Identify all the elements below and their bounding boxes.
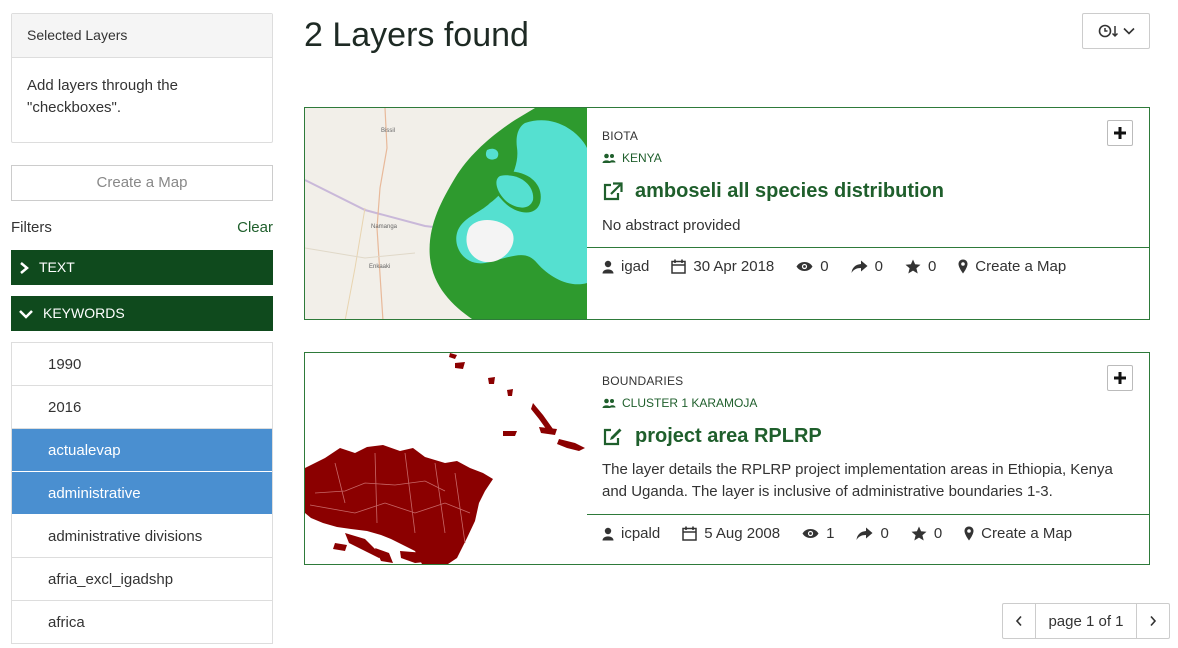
keywords-list: 1990 2016 actualevap administrative admi… xyxy=(11,342,273,644)
create-map-link[interactable]: Create a Map xyxy=(958,258,1066,275)
views-count: 1 xyxy=(826,525,835,542)
users-icon xyxy=(602,398,616,408)
edit-icon xyxy=(603,428,622,445)
layer-group-label: CLUSTER 1 KARAMOJA xyxy=(622,396,758,410)
share-icon xyxy=(856,527,873,540)
layer-thumbnail[interactable] xyxy=(305,353,587,564)
shares-info: 0 xyxy=(851,258,883,275)
keyword-item-administrative[interactable]: administrative xyxy=(12,472,272,515)
layer-thumbnail[interactable]: Bissil Namanga Enkaaki xyxy=(305,108,587,319)
layer-date: 30 Apr 2018 xyxy=(693,258,775,275)
layer-card: Bissil Namanga Enkaaki BIOTA KENYA ambos… xyxy=(304,107,1150,320)
layer-abstract: No abstract provided xyxy=(602,217,741,234)
chevron-left-icon xyxy=(1015,615,1022,627)
layer-title-link[interactable]: project area RPLRP xyxy=(602,425,822,448)
layer-meta: igad 30 Apr 2018 0 0 0 Create a Map xyxy=(602,258,1088,275)
rating-info: 0 xyxy=(911,525,942,542)
layer-group[interactable]: KENYA xyxy=(602,151,662,165)
layer-group[interactable]: CLUSTER 1 KARAMOJA xyxy=(602,396,757,410)
chevron-right-icon xyxy=(1150,615,1157,627)
keyword-item-1990[interactable]: 1990 xyxy=(12,343,272,386)
owner-info[interactable]: icpald xyxy=(602,525,660,542)
layer-category: BOUNDARIES xyxy=(602,374,684,388)
shares-count: 0 xyxy=(874,258,883,275)
layer-title: project area RPLRP xyxy=(635,425,822,447)
star-icon xyxy=(911,526,927,541)
keyword-item-actualevap[interactable]: actualevap xyxy=(12,429,272,472)
next-page-button[interactable] xyxy=(1137,604,1169,638)
add-layer-button[interactable] xyxy=(1107,120,1133,146)
facet-keywords-label: KEYWORDS xyxy=(43,305,125,321)
shares-count: 0 xyxy=(880,525,889,542)
page-title: 2 Layers found xyxy=(304,16,529,54)
add-layer-button[interactable] xyxy=(1107,365,1133,391)
plus-icon xyxy=(1114,127,1126,139)
rating-count: 0 xyxy=(927,258,937,275)
map-label-bissil: Bissil xyxy=(381,128,395,134)
date-info: 5 Aug 2008 xyxy=(682,525,780,542)
layer-date: 5 Aug 2008 xyxy=(704,525,781,542)
rating-count: 0 xyxy=(933,525,943,542)
plus-icon xyxy=(1114,372,1126,384)
map-label-enkaaki: Enkaaki xyxy=(369,264,390,270)
selected-layers-hint: Add layers through the "checkboxes". xyxy=(27,77,178,116)
filters-label: Filters xyxy=(11,219,52,236)
external-link-icon xyxy=(603,181,623,200)
eye-icon xyxy=(802,529,819,538)
chevron-right-icon xyxy=(20,261,29,274)
owner-info[interactable]: igad xyxy=(602,258,649,275)
map-marker-icon xyxy=(964,526,974,541)
keyword-item-afria-excl-igadshp[interactable]: afria_excl_igadshp xyxy=(12,558,272,601)
create-map-label: Create a Map xyxy=(975,258,1067,275)
shares-info: 0 xyxy=(856,525,889,542)
facet-keywords-toggle[interactable]: KEYWORDS xyxy=(11,296,273,331)
users-icon xyxy=(602,153,616,163)
layer-group-label: KENYA xyxy=(622,151,662,165)
layer-title-link[interactable]: amboseli all species distribution xyxy=(602,180,944,203)
layer-title: amboseli all species distribution xyxy=(635,180,944,202)
user-icon xyxy=(602,260,614,273)
page-indicator: page 1 of 1 xyxy=(1035,604,1137,638)
map-label-namanga: Namanga xyxy=(371,224,398,230)
selected-layers-panel: Selected Layers Add layers through the "… xyxy=(11,13,273,143)
card-divider xyxy=(587,514,1149,515)
create-map-link[interactable]: Create a Map xyxy=(964,525,1072,542)
clock-sort-icon xyxy=(1098,24,1118,38)
views-count: 0 xyxy=(820,258,829,275)
prev-page-button[interactable] xyxy=(1003,604,1035,638)
keyword-item-africa[interactable]: africa xyxy=(12,601,272,644)
sort-dropdown-button[interactable] xyxy=(1082,13,1150,49)
create-map-label: Create a Map xyxy=(981,525,1073,542)
owner-name: igad xyxy=(621,258,650,275)
layer-meta: icpald 5 Aug 2008 1 0 0 Create a Map xyxy=(602,525,1094,542)
facet-text-toggle[interactable]: TEXT xyxy=(11,250,273,285)
keyword-item-2016[interactable]: 2016 xyxy=(12,386,272,429)
calendar-icon xyxy=(671,259,687,274)
views-info: 1 xyxy=(802,525,834,542)
rating-info: 0 xyxy=(905,258,936,275)
views-info: 0 xyxy=(796,258,829,275)
clear-filters-link[interactable]: Clear xyxy=(237,219,273,236)
user-icon xyxy=(602,527,614,540)
star-icon xyxy=(905,259,921,274)
layer-card: BOUNDARIES CLUSTER 1 KARAMOJA project ar… xyxy=(304,352,1150,565)
calendar-icon xyxy=(682,526,697,541)
eye-icon xyxy=(796,262,813,271)
date-info: 30 Apr 2018 xyxy=(671,258,774,275)
create-map-button[interactable]: Create a Map xyxy=(11,165,273,201)
layer-abstract: The layer details the RPLRP project impl… xyxy=(602,461,1113,500)
selected-layers-title: Selected Layers xyxy=(12,14,272,58)
chevron-down-icon xyxy=(1122,27,1135,35)
filters-header: Filters Clear xyxy=(11,219,273,239)
pagination: page 1 of 1 xyxy=(1002,603,1170,639)
facet-text-label: TEXT xyxy=(39,259,75,275)
layer-category: BIOTA xyxy=(602,129,639,143)
owner-name: icpald xyxy=(621,525,661,542)
chevron-down-icon xyxy=(19,309,33,319)
map-marker-icon xyxy=(958,259,968,274)
keyword-item-administrative-divisions[interactable]: administrative divisions xyxy=(12,515,272,558)
share-icon xyxy=(851,260,868,273)
card-divider xyxy=(587,247,1149,248)
